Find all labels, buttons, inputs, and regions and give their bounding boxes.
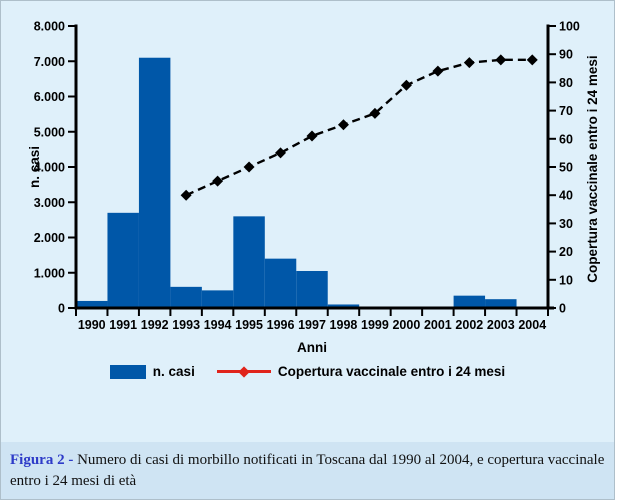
y-right-tick-label: 30 (559, 217, 573, 231)
legend-label-coverage: Copertura vaccinale entro i 24 mesi (277, 364, 506, 379)
y-left-tick-label: 8.000 (34, 20, 65, 34)
y-right-tick-label: 100 (559, 20, 580, 34)
x-tick-label: 2003 (487, 318, 515, 332)
legend-diamond-icon (238, 365, 250, 378)
caption-separator: - (64, 451, 78, 468)
diamond-marker (495, 54, 507, 66)
x-tick-label: 1996 (267, 318, 295, 332)
y-axis-right-title: Copertura vaccinale entro i 24 mesi (585, 55, 600, 282)
x-tick-label: 1992 (141, 318, 169, 332)
y-left-tick-label: 3.000 (34, 196, 65, 210)
caption-text: Numero di casi di morbillo notificati in… (10, 451, 605, 490)
diamond-marker (212, 175, 224, 187)
x-tick-label: 2001 (424, 318, 452, 332)
y-right-tick-label: 90 (559, 48, 573, 62)
y-left-tick-label: 0 (58, 302, 65, 316)
chart-panel: 0 1.000 2.000 3.000 4.000 5.000 6.000 7.000 8.00… (1, 1, 614, 442)
diamond-marker (243, 161, 255, 173)
diamond-marker (432, 65, 444, 77)
x-tick-label: 1991 (109, 318, 137, 332)
bar-1993 (170, 286, 202, 308)
x-tick-label: 1990 (78, 318, 106, 332)
y-right-tick-label: 60 (559, 132, 573, 146)
measles-cases-coverage-chart: 0 1.000 2.000 3.000 4.000 5.000 6.000 7.000 8.00… (27, 20, 600, 356)
bar-2003 (485, 299, 517, 308)
diamond-marker (463, 57, 475, 69)
figure-caption: Figura 2 - Numero di casi di morbillo no… (1, 441, 614, 499)
bar-1998 (327, 304, 360, 308)
x-tick-label: 1997 (298, 318, 326, 332)
y-axis-left-title: n. casi (27, 146, 42, 188)
bar-2002 (453, 295, 486, 308)
diamond-marker (337, 119, 349, 131)
diamond-marker (180, 189, 192, 201)
bar-1996 (264, 258, 297, 308)
bar-1995 (233, 216, 265, 308)
x-tick-label: 2000 (392, 318, 420, 332)
y-right-tick-label: 50 (559, 161, 573, 175)
y-right-tick-label: 80 (559, 76, 573, 90)
bar-1994 (201, 290, 234, 308)
diamond-marker (369, 107, 381, 119)
diamond-marker (306, 130, 318, 142)
y-right-tick-label: 10 (559, 273, 573, 287)
x-tick-label: 1998 (330, 318, 358, 332)
legend-label-cases: n. casi (152, 364, 195, 379)
x-tick-label: 2002 (455, 318, 483, 332)
y-right-tick-label: 0 (559, 302, 566, 316)
y-right-tick-label: 20 (559, 245, 573, 259)
caption-figure-number: Figura 2 (10, 451, 65, 468)
y-left-tick-label: 2.000 (34, 231, 65, 245)
bar-1997 (296, 270, 328, 308)
x-tick-label: 1999 (361, 318, 389, 332)
bar-swatch-icon (109, 364, 146, 379)
bar-1991 (107, 212, 139, 308)
x-tick-label: 1995 (235, 318, 263, 332)
y-left-tick-label: 6.000 (34, 90, 65, 104)
legend-item-coverage: Copertura vaccinale entro i 24 mesi (216, 364, 506, 379)
coverage-line (185, 58, 533, 197)
y-left-tick-label: 1.000 (34, 266, 65, 280)
bar-1990 (76, 300, 108, 308)
x-tick-label: 1994 (204, 318, 232, 332)
bar-1992 (138, 57, 171, 308)
y-left-tick-label: 7.000 (34, 55, 65, 69)
legend-line-icon (216, 365, 271, 378)
legend-item-cases: n. casi (109, 364, 195, 379)
chart-legend: n. casi Copertura vaccinale entro i 24 m… (1, 364, 614, 379)
diamond-marker (400, 79, 412, 91)
y-left-tick-label: 5.000 (34, 125, 65, 139)
x-axis-title: Anni (297, 340, 327, 355)
x-tick-label: 2004 (518, 318, 546, 332)
diamond-marker (275, 147, 287, 159)
y-left-tick-label: 4.000 (34, 161, 65, 175)
diamond-marker (526, 54, 538, 66)
y-right-tick-label: 40 (559, 189, 573, 203)
y-right-tick-label: 70 (559, 104, 573, 118)
x-tick-label: 1993 (172, 318, 200, 332)
